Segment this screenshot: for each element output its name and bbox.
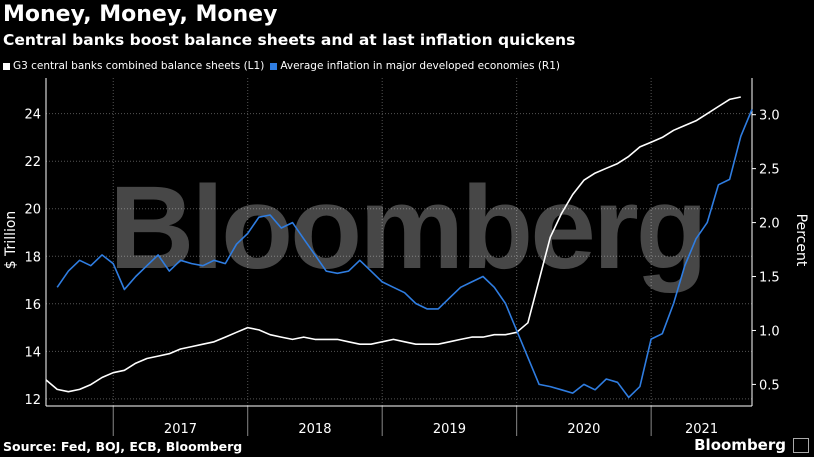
legend-swatch-white [3,62,10,70]
right-tick-label: 2.5 [759,163,780,178]
legend-label-inflation: Average inflation in major developed eco… [280,60,560,72]
right-axis-label: Percent [793,214,809,267]
x-tick-label: 2017 [164,422,197,437]
grid-lines [46,78,752,406]
right-tick-label: 1.5 [759,271,780,286]
left-tick-label: 18 [24,250,41,265]
x-tick-label: 2021 [685,422,718,437]
legend-label-balance-sheets: G3 central banks combined balance sheets… [13,60,265,72]
left-axis-label: $ Trillion [3,211,19,270]
axes [45,78,756,436]
brand-chart-icon [793,438,809,453]
legend-item-balance-sheets: G3 central banks combined balance sheets… [3,59,264,73]
legend-swatch-blue [270,62,278,70]
left-tick-label: 24 [24,108,41,123]
watermark: Bloomberg [109,162,705,294]
series-line-inflation [56,108,753,399]
left-tick-label: 12 [24,393,41,408]
series-line-balance-sheets [45,96,741,393]
right-tick-label: 1.0 [759,324,780,339]
source-note: Source: Fed, BOJ, ECB, Bloomberg [3,439,243,454]
chart-title: Money, Money, Money [3,2,278,27]
left-tick-label: 22 [24,155,41,170]
legend: G3 central banks combined balance sheets… [3,59,566,73]
x-tick-label: 2020 [567,422,600,437]
right-tick-label: 3.0 [759,109,780,124]
right-tick-label: 2.0 [759,217,780,232]
left-tick-label: 16 [24,298,41,313]
x-tick-label: 2019 [433,422,466,437]
chart-subtitle: Central banks boost balance sheets and a… [3,31,576,49]
legend-item-inflation: Average inflation in major developed eco… [270,59,560,73]
brand-logo: Bloomberg [694,436,786,454]
tick-labels: 12 14 16 18 20 22 24 0.5 1.0 1.5 2.0 2.5 3.0 2017 2018… [24,108,779,437]
left-tick-label: 14 [24,345,41,360]
left-tick-label: 20 [24,203,41,218]
right-tick-label: 0.5 [759,378,780,393]
series-lines [45,96,753,399]
x-tick-label: 2018 [298,422,331,437]
